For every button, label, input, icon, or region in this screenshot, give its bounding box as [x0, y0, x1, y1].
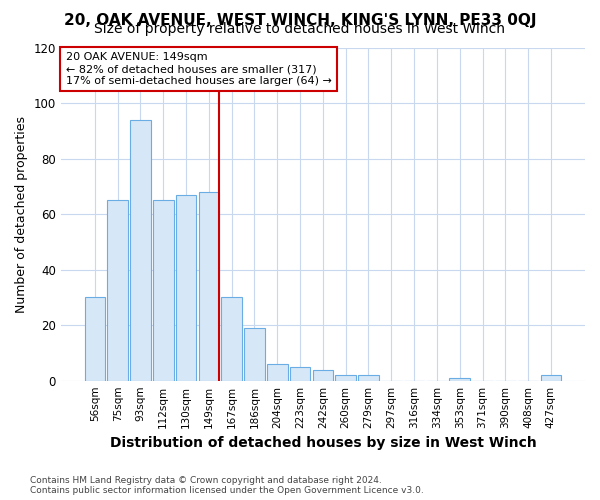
Bar [85, 298, 105, 380]
Text: Size of property relative to detached houses in West Winch: Size of property relative to detached ho… [95, 22, 505, 36]
Bar [313, 370, 333, 380]
Bar [244, 328, 265, 380]
Bar [221, 298, 242, 380]
X-axis label: Distribution of detached houses by size in West Winch: Distribution of detached houses by size … [110, 436, 536, 450]
Bar [153, 200, 173, 380]
Text: 20 OAK AVENUE: 149sqm
← 82% of detached houses are smaller (317)
17% of semi-det: 20 OAK AVENUE: 149sqm ← 82% of detached … [66, 52, 332, 86]
Bar [199, 192, 219, 380]
Bar [449, 378, 470, 380]
Text: Contains HM Land Registry data © Crown copyright and database right 2024.
Contai: Contains HM Land Registry data © Crown c… [30, 476, 424, 495]
Text: 20, OAK AVENUE, WEST WINCH, KING'S LYNN, PE33 0QJ: 20, OAK AVENUE, WEST WINCH, KING'S LYNN,… [64, 12, 536, 28]
Bar [267, 364, 287, 380]
Bar [176, 194, 196, 380]
Bar [130, 120, 151, 380]
Bar [541, 375, 561, 380]
Bar [107, 200, 128, 380]
Bar [290, 367, 310, 380]
Bar [335, 375, 356, 380]
Y-axis label: Number of detached properties: Number of detached properties [15, 116, 28, 312]
Bar [358, 375, 379, 380]
